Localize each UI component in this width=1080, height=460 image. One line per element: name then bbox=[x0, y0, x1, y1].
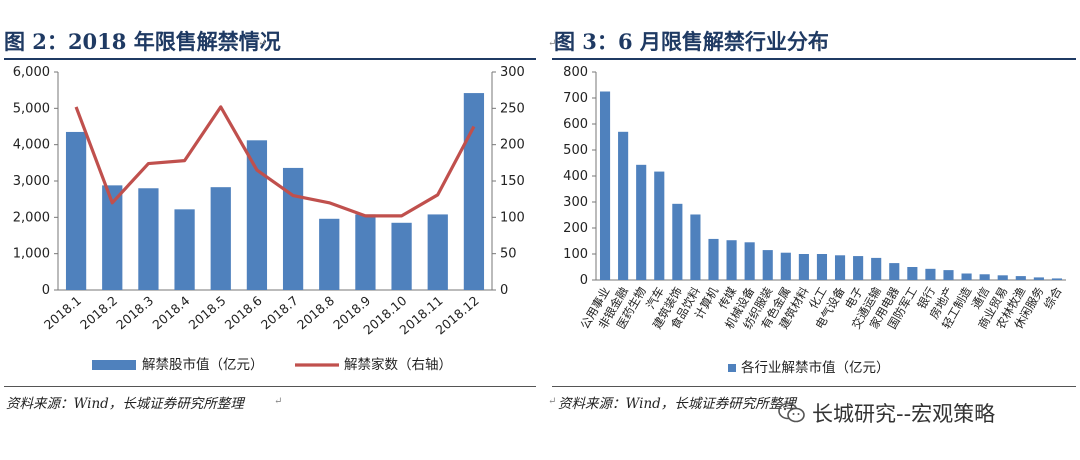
y-axis-tick-label: 0 bbox=[580, 273, 588, 288]
wechat-icon bbox=[778, 402, 806, 424]
right-figure-title: 图 3：6 月限售解禁行业分布 bbox=[554, 26, 829, 56]
y-axis-tick-label: 800 bbox=[563, 65, 588, 80]
legend-bar-swatch bbox=[92, 360, 136, 370]
bar-有色金属 bbox=[780, 252, 791, 280]
y-axis-tick-label: 700 bbox=[563, 91, 588, 106]
left-title-rule bbox=[4, 58, 536, 60]
right-axis-tick-label: 150 bbox=[500, 174, 525, 189]
right-source-text: 资料来源：Wind，长城证券研究所整理 bbox=[558, 396, 796, 412]
bar-2018.4 bbox=[174, 209, 195, 290]
bar-房地产 bbox=[943, 270, 954, 280]
right-axis-tick-label: 100 bbox=[500, 210, 525, 225]
y-axis-tick-label: 300 bbox=[563, 195, 588, 210]
bar-银行 bbox=[925, 268, 936, 280]
bar-休闲服务 bbox=[1033, 277, 1044, 280]
left-source-text: 资料来源：Wind，长城证券研究所整理 bbox=[6, 396, 244, 412]
x-tick-label: 综合 bbox=[1041, 284, 1065, 311]
right-title-rule bbox=[552, 58, 1076, 60]
right-chart: 0100200300400500600700800公用事业非银金融医药生物汽车建… bbox=[563, 65, 1066, 376]
paragraph-mark-icon: ↵ bbox=[814, 38, 823, 49]
x-tick-label: 2018.1 bbox=[41, 293, 84, 333]
left-axis-tick-label: 3,000 bbox=[13, 174, 50, 189]
bar-家用电器 bbox=[889, 263, 900, 280]
right-axis-tick-label: 250 bbox=[500, 101, 525, 116]
right-axis-tick-label: 300 bbox=[500, 65, 525, 80]
bar-传媒 bbox=[726, 240, 737, 280]
left-axis-tick-label: 6,000 bbox=[13, 65, 50, 80]
bar-纺织服装 bbox=[762, 250, 773, 280]
bar-2018.6 bbox=[246, 140, 268, 290]
y-axis-tick-label: 100 bbox=[563, 247, 588, 262]
right-axis-tick-label: 200 bbox=[500, 138, 525, 153]
bar-非银金融 bbox=[618, 131, 629, 280]
paragraph-mark-icon: ↵ bbox=[548, 38, 557, 49]
y-axis-tick-label: 200 bbox=[563, 221, 588, 236]
bar-电气设备 bbox=[834, 255, 846, 280]
right-axis-tick-label: 50 bbox=[500, 247, 517, 262]
bar-2018.10 bbox=[391, 222, 412, 290]
right-axis-tick-label: 0 bbox=[500, 283, 508, 298]
bar-商业贸易 bbox=[997, 275, 1008, 280]
left-axis-tick-label: 0 bbox=[42, 283, 50, 298]
bar-2018.11 bbox=[427, 214, 448, 290]
legend-bar-swatch bbox=[728, 364, 736, 372]
right-figure-title-text: 6 月限售解禁行业分布 bbox=[617, 29, 829, 54]
x-tick-label: 2018.8 bbox=[294, 293, 337, 333]
bar-2018.7 bbox=[282, 167, 304, 290]
bar-计算机 bbox=[708, 238, 719, 280]
bar-化工 bbox=[816, 254, 828, 280]
legend-line-label: 解禁家数（右轴） bbox=[344, 356, 452, 373]
left-axis-tick-label: 5,000 bbox=[13, 101, 50, 116]
right-figure-label: 图 3： bbox=[554, 29, 618, 54]
right-source-rule bbox=[552, 386, 1076, 387]
bar-交通运输 bbox=[871, 257, 882, 280]
paragraph-mark-icon: ↵ bbox=[548, 396, 557, 407]
bar-通信 bbox=[979, 274, 990, 280]
paragraph-mark-icon: ↵ bbox=[274, 396, 283, 407]
x-tick-label: 2018.3 bbox=[113, 293, 156, 333]
x-tick-label: 2018.2 bbox=[77, 293, 120, 333]
bar-2018.8 bbox=[319, 218, 340, 290]
legend-bar-label: 各行业解禁市值（亿元） bbox=[741, 359, 890, 376]
y-axis-tick-label: 400 bbox=[563, 169, 588, 184]
watermark: 长城研究--宏观策略 bbox=[778, 398, 995, 428]
x-tick-label: 2018.5 bbox=[186, 293, 229, 333]
y-axis-tick-label: 600 bbox=[563, 117, 588, 132]
left-figure-title-text: 2018 年限售解禁情况 bbox=[67, 29, 281, 54]
left-axis-tick-label: 2,000 bbox=[13, 210, 50, 225]
bar-建筑装饰 bbox=[672, 203, 683, 280]
legend-bar-label: 解禁股市值（亿元） bbox=[142, 356, 264, 373]
bar-2018.9 bbox=[355, 214, 376, 290]
bar-2018.5 bbox=[210, 187, 231, 290]
bar-电子 bbox=[853, 256, 864, 280]
bar-轻工制造 bbox=[961, 273, 972, 280]
bar-汽车 bbox=[654, 171, 665, 280]
bar-食品饮料 bbox=[690, 214, 701, 280]
bar-公用事业 bbox=[599, 91, 611, 280]
watermark-text: 长城研究--宏观策略 bbox=[812, 402, 996, 426]
bar-2018.3 bbox=[138, 188, 159, 290]
paragraph-mark-icon: ↵ bbox=[258, 38, 267, 49]
left-figure-title: 图 2：2018 年限售解禁情况 bbox=[4, 26, 281, 56]
x-tick-label: 2018.4 bbox=[149, 293, 192, 333]
left-figure-label: 图 2： bbox=[4, 29, 68, 54]
bar-综合 bbox=[1051, 278, 1063, 280]
bar-农林牧渔 bbox=[1015, 276, 1026, 280]
bar-机械设备 bbox=[744, 242, 755, 280]
x-tick-label: 2018.7 bbox=[258, 293, 301, 333]
left-axis-tick-label: 4,000 bbox=[13, 138, 50, 153]
bar-2018.1 bbox=[65, 131, 87, 290]
y-axis-tick-label: 500 bbox=[563, 143, 588, 158]
bar-国防军工 bbox=[907, 267, 918, 280]
line-series-listed-companies bbox=[74, 105, 476, 218]
x-tick-label: 2018.6 bbox=[222, 293, 265, 333]
bar-2018.12 bbox=[463, 93, 485, 290]
bar-2018.2 bbox=[102, 185, 123, 290]
left-source-rule bbox=[4, 386, 536, 387]
left-axis-tick-label: 1,000 bbox=[13, 247, 50, 262]
bar-医药生物 bbox=[636, 164, 647, 280]
bar-建筑材料 bbox=[798, 254, 809, 280]
left-chart: 0 1,000 2,000 3,000 4,000 5,000 6,000 0 50 100 150… bbox=[13, 65, 525, 373]
